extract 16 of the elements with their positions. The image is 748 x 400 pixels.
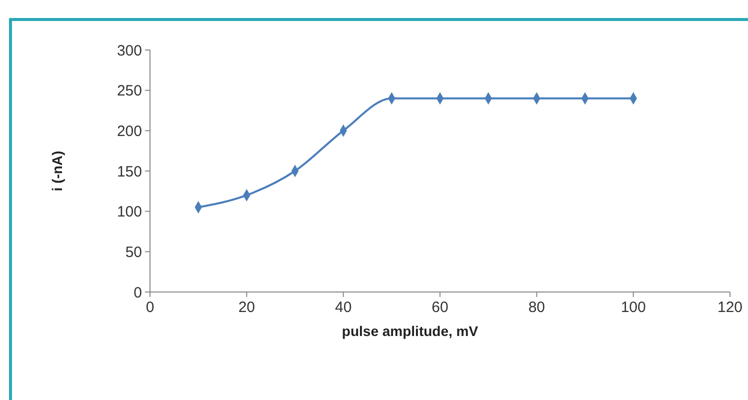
y-tick-label: 150 xyxy=(116,163,142,180)
x-tick-label: 100 xyxy=(620,299,646,316)
x-tick-label: 40 xyxy=(334,299,352,316)
y-tick-label: 250 xyxy=(116,82,142,100)
x-tick-label: 0 xyxy=(146,299,154,316)
y-tick-label: 200 xyxy=(116,122,142,140)
x-axis-title: pulse amplitude, mV xyxy=(342,323,479,339)
y-axis-title: i (-nA) xyxy=(49,150,65,192)
x-tick-label: 120 xyxy=(717,299,743,316)
y-tick-label: 100 xyxy=(116,204,142,221)
y-tick-label: 300 xyxy=(116,42,142,60)
x-tick-label: 20 xyxy=(238,299,256,316)
x-tick-label: 60 xyxy=(432,299,448,316)
y-tick-label: 50 xyxy=(125,244,142,261)
y-tick-label: 0 xyxy=(134,284,142,302)
x-tick-label: 80 xyxy=(528,299,546,316)
